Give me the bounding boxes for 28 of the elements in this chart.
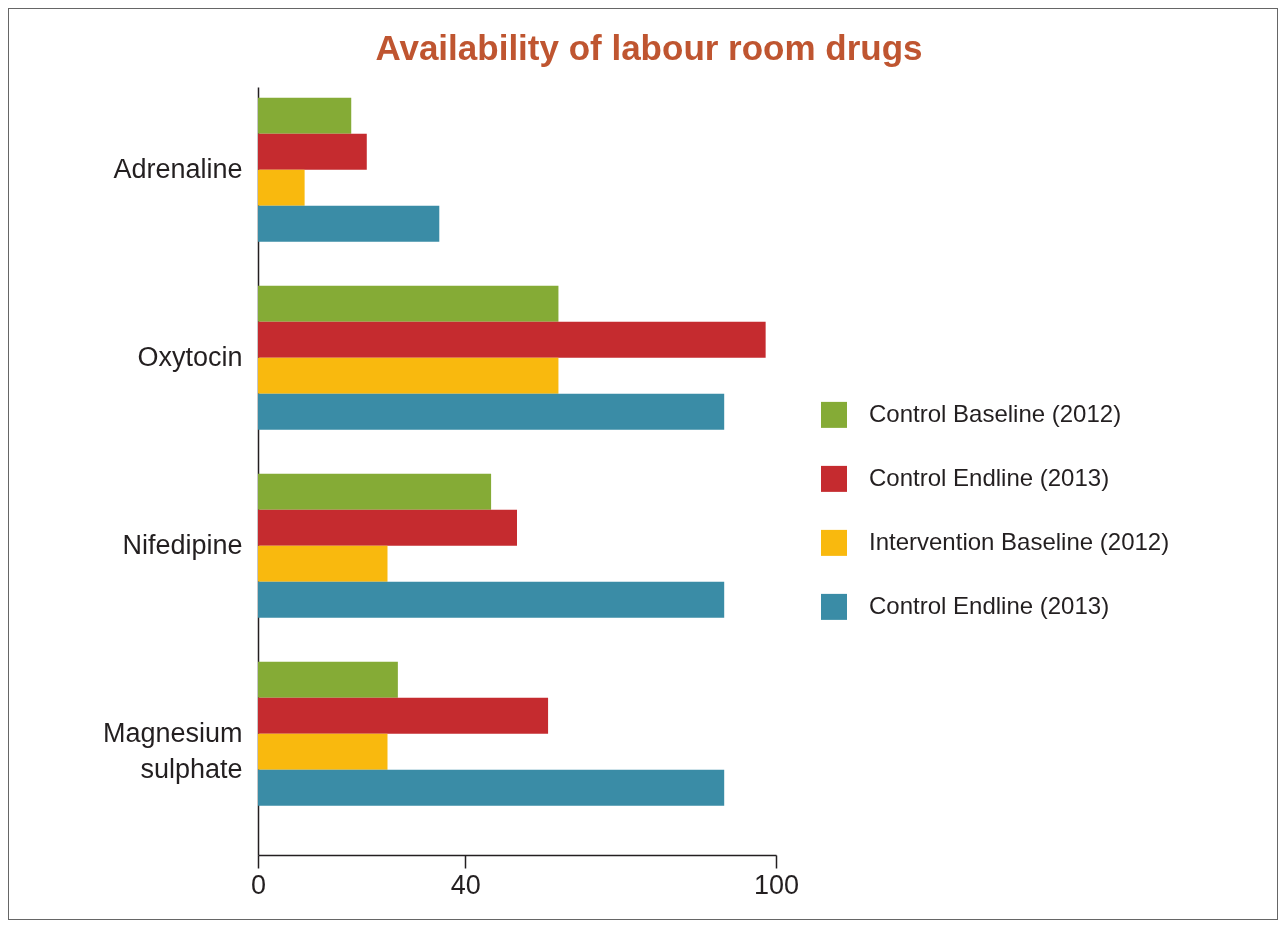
bar — [258, 661, 398, 698]
y-tick-label: Magnesium sulphate — [102, 717, 243, 784]
bar — [258, 545, 388, 582]
x-tick-label: 100 — [753, 869, 800, 900]
bar — [258, 321, 766, 358]
bar — [258, 205, 440, 242]
bar — [258, 697, 549, 734]
y-tick-label: Nifedipine — [122, 529, 243, 560]
y-tick-label: Oxytocin — [137, 341, 243, 372]
legend-label: Control Endline (2013) — [869, 463, 1110, 491]
x-tick-label: 40 — [450, 869, 481, 900]
bar — [258, 769, 725, 806]
legend-label: Control Baseline (2012) — [869, 399, 1122, 427]
bar — [258, 393, 725, 430]
y-tick-label: Adrenaline — [113, 153, 243, 184]
bar — [258, 581, 725, 618]
x-tick-label: 0 — [250, 869, 267, 900]
bar — [258, 169, 305, 206]
legend-label: Intervention Baseline (2012) — [869, 527, 1170, 555]
bar — [258, 97, 352, 134]
bar — [258, 285, 559, 322]
chart-title: Availability of labour room drugs — [375, 28, 923, 67]
legend-label: Control Endline (2013) — [869, 591, 1110, 619]
bar — [258, 509, 517, 546]
bar — [258, 473, 492, 510]
bar — [258, 733, 388, 770]
bar — [258, 357, 559, 394]
bar — [258, 133, 367, 170]
